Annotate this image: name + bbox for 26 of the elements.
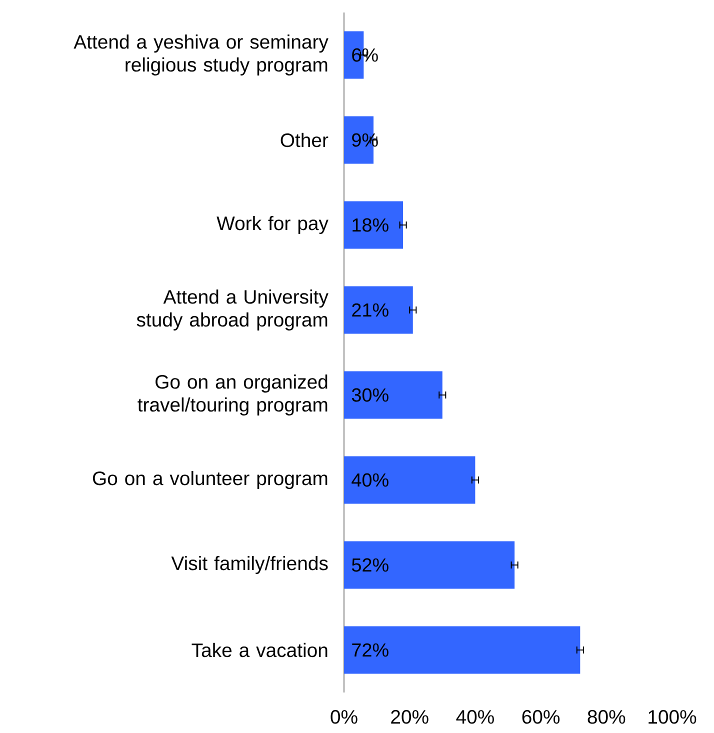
- bar: [344, 456, 476, 504]
- data-label: 30%: [352, 388, 388, 402]
- x-tick-label: 80%: [588, 710, 626, 724]
- data-label: 21%: [352, 303, 388, 317]
- y-tick-label: Visit family/friends: [171, 556, 328, 574]
- data-label: 52%: [352, 558, 388, 572]
- bar: [344, 201, 404, 249]
- y-tick-label: Attend a University study abroad program: [136, 289, 328, 331]
- bar: [344, 541, 515, 589]
- x-tick-label: 100%: [648, 710, 696, 724]
- data-label: 18%: [352, 218, 388, 232]
- y-tick-label: Take a vacation: [192, 642, 328, 658]
- x-tick-label: 0%: [330, 710, 358, 724]
- y-tick-label: Go on an organized travel/touring program: [138, 374, 328, 416]
- y-tick-label: Attend a yeshiva or seminary religious study program: [74, 34, 328, 76]
- x-tick-label: 40%: [456, 710, 494, 724]
- bar: [344, 626, 580, 674]
- bar: [344, 286, 413, 334]
- y-tick-label: Other: [280, 132, 328, 148]
- x-tick-label: 20%: [391, 710, 428, 724]
- y-tick-label: Work for pay: [216, 216, 328, 234]
- data-label: 72%: [352, 643, 388, 657]
- x-tick-label: 60%: [522, 710, 560, 724]
- data-label: 40%: [352, 473, 388, 487]
- y-tick-label: Go on a volunteer program: [92, 470, 328, 490]
- bar: [344, 371, 442, 419]
